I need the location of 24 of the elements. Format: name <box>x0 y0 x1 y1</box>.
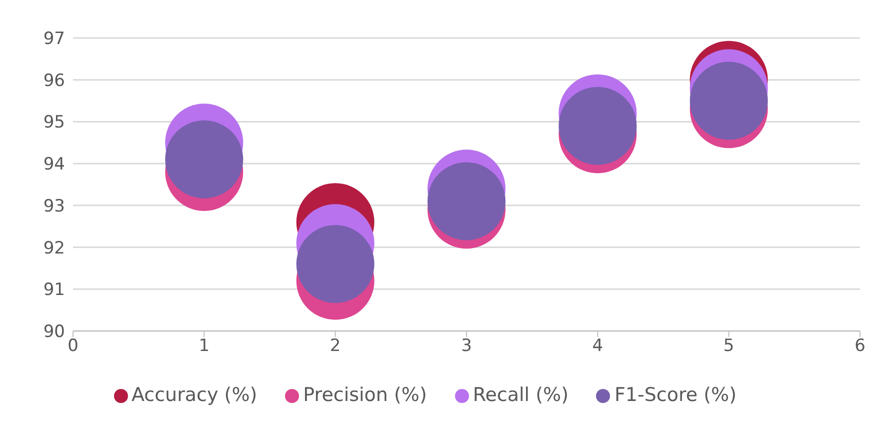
point <box>165 120 244 198</box>
legend-label: Recall (%) <box>472 384 568 406</box>
y-tick-label: 90 <box>43 322 65 342</box>
y-tick-label: 97 <box>43 29 65 50</box>
y-tick-label: 95 <box>43 112 65 133</box>
x-tick-label: 0 <box>68 336 78 356</box>
x-tick-label: 1 <box>198 336 210 356</box>
x-tick-label: 6 <box>854 336 866 356</box>
point <box>296 225 374 304</box>
x-tick-label: 3 <box>461 336 472 356</box>
point <box>558 86 637 165</box>
point <box>690 62 768 140</box>
y-tick-label: 93 <box>43 196 65 216</box>
legend-label: Precision (%) <box>303 384 427 406</box>
point <box>428 162 506 240</box>
y-tick-label: 91 <box>43 280 65 300</box>
legend-label: F1-Score (%) <box>614 384 736 406</box>
x-tick-label: 5 <box>723 336 734 356</box>
y-tick-label: 92 <box>43 238 65 258</box>
legend-label: Accuracy (%) <box>132 384 258 406</box>
x-tick-label: 4 <box>592 336 604 356</box>
x-tick-label: 2 <box>330 336 341 356</box>
y-tick-label: 96 <box>43 70 65 91</box>
y-tick-label: 94 <box>43 154 65 175</box>
